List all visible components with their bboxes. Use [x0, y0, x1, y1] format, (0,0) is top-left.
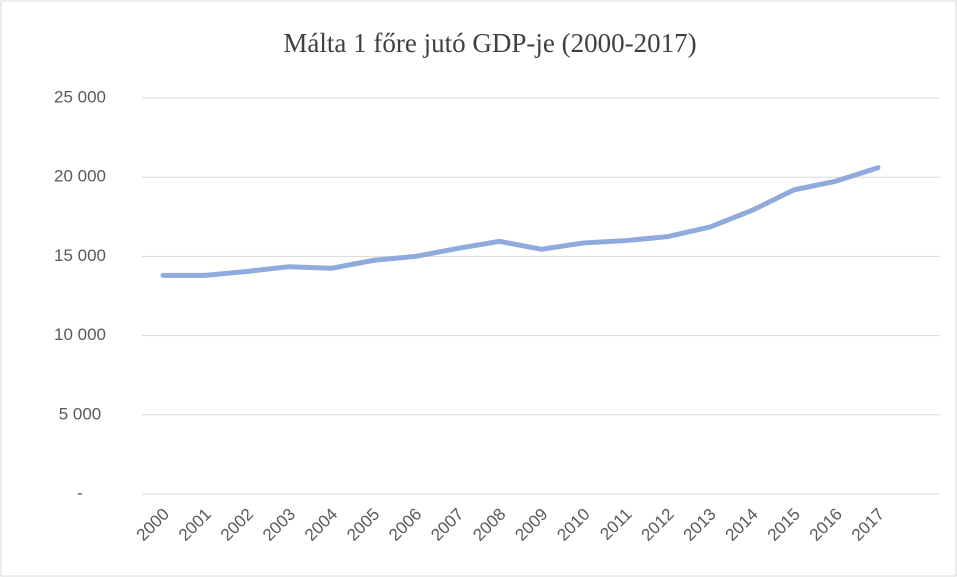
y-tick-label: 15 000: [54, 246, 106, 265]
chart-title: Málta 1 főre jutó GDP-je (2000-2017): [283, 28, 696, 58]
y-tick-label: -: [77, 483, 83, 502]
y-tick-label: 10 000: [54, 325, 106, 344]
y-tick-label: 20 000: [54, 167, 106, 186]
data-line: [160, 165, 881, 278]
y-tick-label: 5 000: [59, 404, 102, 423]
y-tick-label: 25 000: [54, 87, 106, 106]
